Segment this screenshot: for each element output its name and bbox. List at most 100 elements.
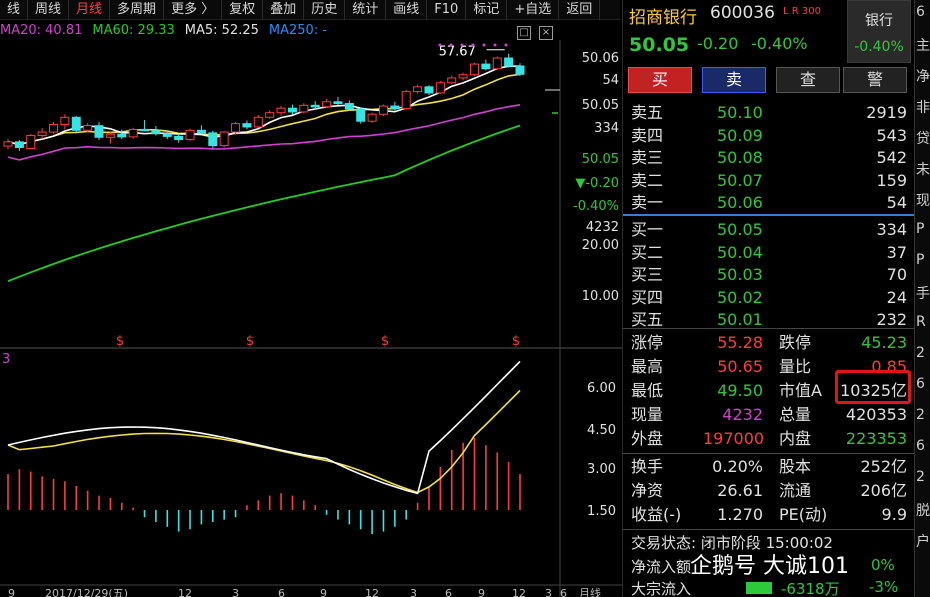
side-strip-char: 主 [916, 38, 930, 54]
candle-body [253, 116, 263, 128]
marker-dot [504, 43, 508, 47]
stat-row: 现量 4232 总量 420353 [623, 403, 915, 427]
sell-button[interactable]: 卖 [702, 67, 766, 93]
side-strip-char: 手 [916, 286, 930, 302]
candle-body [310, 104, 320, 108]
order-price: 50.05 [717, 220, 763, 239]
candle-body [481, 63, 491, 70]
candle-body [401, 91, 411, 110]
bid-row[interactable]: 买二 50.04 37 [623, 241, 915, 264]
bid-row[interactable]: 买四 50.02 24 [623, 286, 915, 309]
low-value: 49.50 [717, 381, 763, 400]
block-inflow-pct: -3% [869, 578, 899, 596]
alert-button[interactable]: 警 [843, 67, 907, 93]
sector-box[interactable]: 银行 -0.40% [847, 0, 911, 63]
candle-body [185, 129, 195, 141]
toolbar-item[interactable]: 更多 〉 [164, 0, 223, 20]
turnover-label: 换手 [631, 457, 664, 476]
low-label: 最低 [631, 381, 664, 400]
marker-dot [460, 43, 464, 47]
period-tab: 月线 [579, 586, 601, 597]
order-vol: 37 [886, 242, 907, 262]
order-label: 买四 [631, 287, 664, 307]
float-value: 206亿 [860, 481, 907, 500]
query-button[interactable]: 查 [776, 67, 840, 93]
price-axis-label: 50.06 [582, 51, 619, 66]
candle-body [140, 128, 150, 132]
ma10-line [7, 73, 521, 146]
stat-row: 换手 0.20% 股本 252亿 [623, 455, 915, 479]
price-axis-label: 20.00 [582, 238, 619, 253]
toolbar-item[interactable]: 标记 [466, 0, 508, 20]
order-label: 买二 [631, 242, 664, 262]
candle-body [219, 131, 229, 147]
ask-row[interactable]: 卖五 50.10 2919 [623, 101, 915, 124]
order-vol: 54 [886, 193, 907, 213]
ask-row[interactable]: 卖一 50.06 54 [623, 191, 915, 214]
toolbar-item[interactable]: 多周期 [110, 0, 165, 20]
toolbar-item[interactable]: +自选 [507, 0, 560, 20]
toolbar-item[interactable]: 周线 [28, 0, 70, 20]
limit-up-label: 涨停 [631, 333, 664, 352]
restore-icon[interactable]: □ [517, 26, 531, 40]
macd-axis-label: 6.00 [587, 381, 616, 396]
order-vol: 232 [876, 310, 907, 330]
close-icon[interactable]: × [539, 26, 553, 40]
side-strip-char: 2 [916, 407, 925, 423]
candle-body [299, 104, 309, 113]
divider [623, 453, 915, 454]
vol-ratio-label: 量比 [779, 357, 812, 376]
bid-row[interactable]: 买一 50.05 334 [623, 218, 915, 241]
equity-label: 股本 [779, 457, 812, 476]
side-strip-char: 2 [916, 345, 925, 361]
limit-up-value: 55.28 [717, 333, 763, 352]
toolbar-item[interactable]: 统计 [345, 0, 387, 20]
order-vol: 70 [886, 265, 907, 285]
ask-row[interactable]: 卖四 50.09 543 [623, 124, 915, 147]
marker-dot [438, 43, 442, 47]
order-vol: 334 [876, 220, 907, 239]
x-axis-label: 6 [445, 587, 452, 597]
candle-body [333, 101, 343, 105]
ask-row[interactable]: 卖三 50.08 542 [623, 146, 915, 169]
ma60-legend: MA60: 29.33 [92, 23, 175, 38]
side-strip-char: 净 [916, 69, 930, 85]
order-price: 50.04 [717, 242, 763, 262]
macd-label: 3 [2, 352, 10, 367]
side-strip-char: 非 [916, 100, 930, 116]
toolbar-item[interactable]: 复权 [222, 0, 264, 20]
macd-axis-label: 3.00 [587, 462, 616, 477]
toolbar-item[interactable]: 返回 [559, 0, 601, 20]
toolbar-item[interactable]: F10 [427, 0, 467, 20]
stat-row: 净资 26.61 流通 206亿 [623, 479, 915, 503]
kline-chart[interactable]: 57.67 $ $ $ $50.06 54 50.05 334 50.05 ▼-0.20 -0.40… [0, 40, 622, 597]
order-label: 卖五 [631, 103, 664, 122]
candle-body [276, 107, 286, 114]
price-axis-label: 50.05 [582, 98, 619, 113]
divider [623, 328, 915, 329]
total-vol-label: 总量 [779, 405, 812, 424]
toolbar-item[interactable]: 画线 [386, 0, 428, 20]
toolbar-item[interactable]: 叠加 [263, 0, 305, 20]
x-axis-label: 12 [178, 587, 192, 597]
toolbar-item[interactable]: 月线 [69, 0, 111, 20]
price-change: -0.20 [697, 34, 739, 53]
bid-row[interactable]: 买三 50.03 70 [623, 263, 915, 286]
candle-body [492, 57, 502, 70]
block-inflow-bar [745, 582, 772, 594]
candle-body [94, 125, 104, 138]
toolbar-item[interactable]: 历史 [304, 0, 346, 20]
x-axis-label: 6 [278, 587, 285, 597]
candle-body [435, 82, 445, 94]
block-inflow-value: -6318万 [781, 580, 840, 597]
buy-button[interactable]: 买 [628, 67, 692, 93]
bid-row[interactable]: 买五 50.01 232 [623, 308, 915, 331]
stock-name: 招商银行 [629, 8, 697, 28]
candle-body [469, 63, 479, 76]
order-label: 卖一 [631, 193, 664, 213]
price-axis-label: ▼-0.20 [575, 176, 619, 191]
ask-row[interactable]: 卖二 50.07 159 [623, 169, 915, 192]
divider [623, 529, 915, 530]
outer-value: 197000 [703, 429, 765, 448]
toolbar-item[interactable]: 线 [0, 0, 29, 20]
